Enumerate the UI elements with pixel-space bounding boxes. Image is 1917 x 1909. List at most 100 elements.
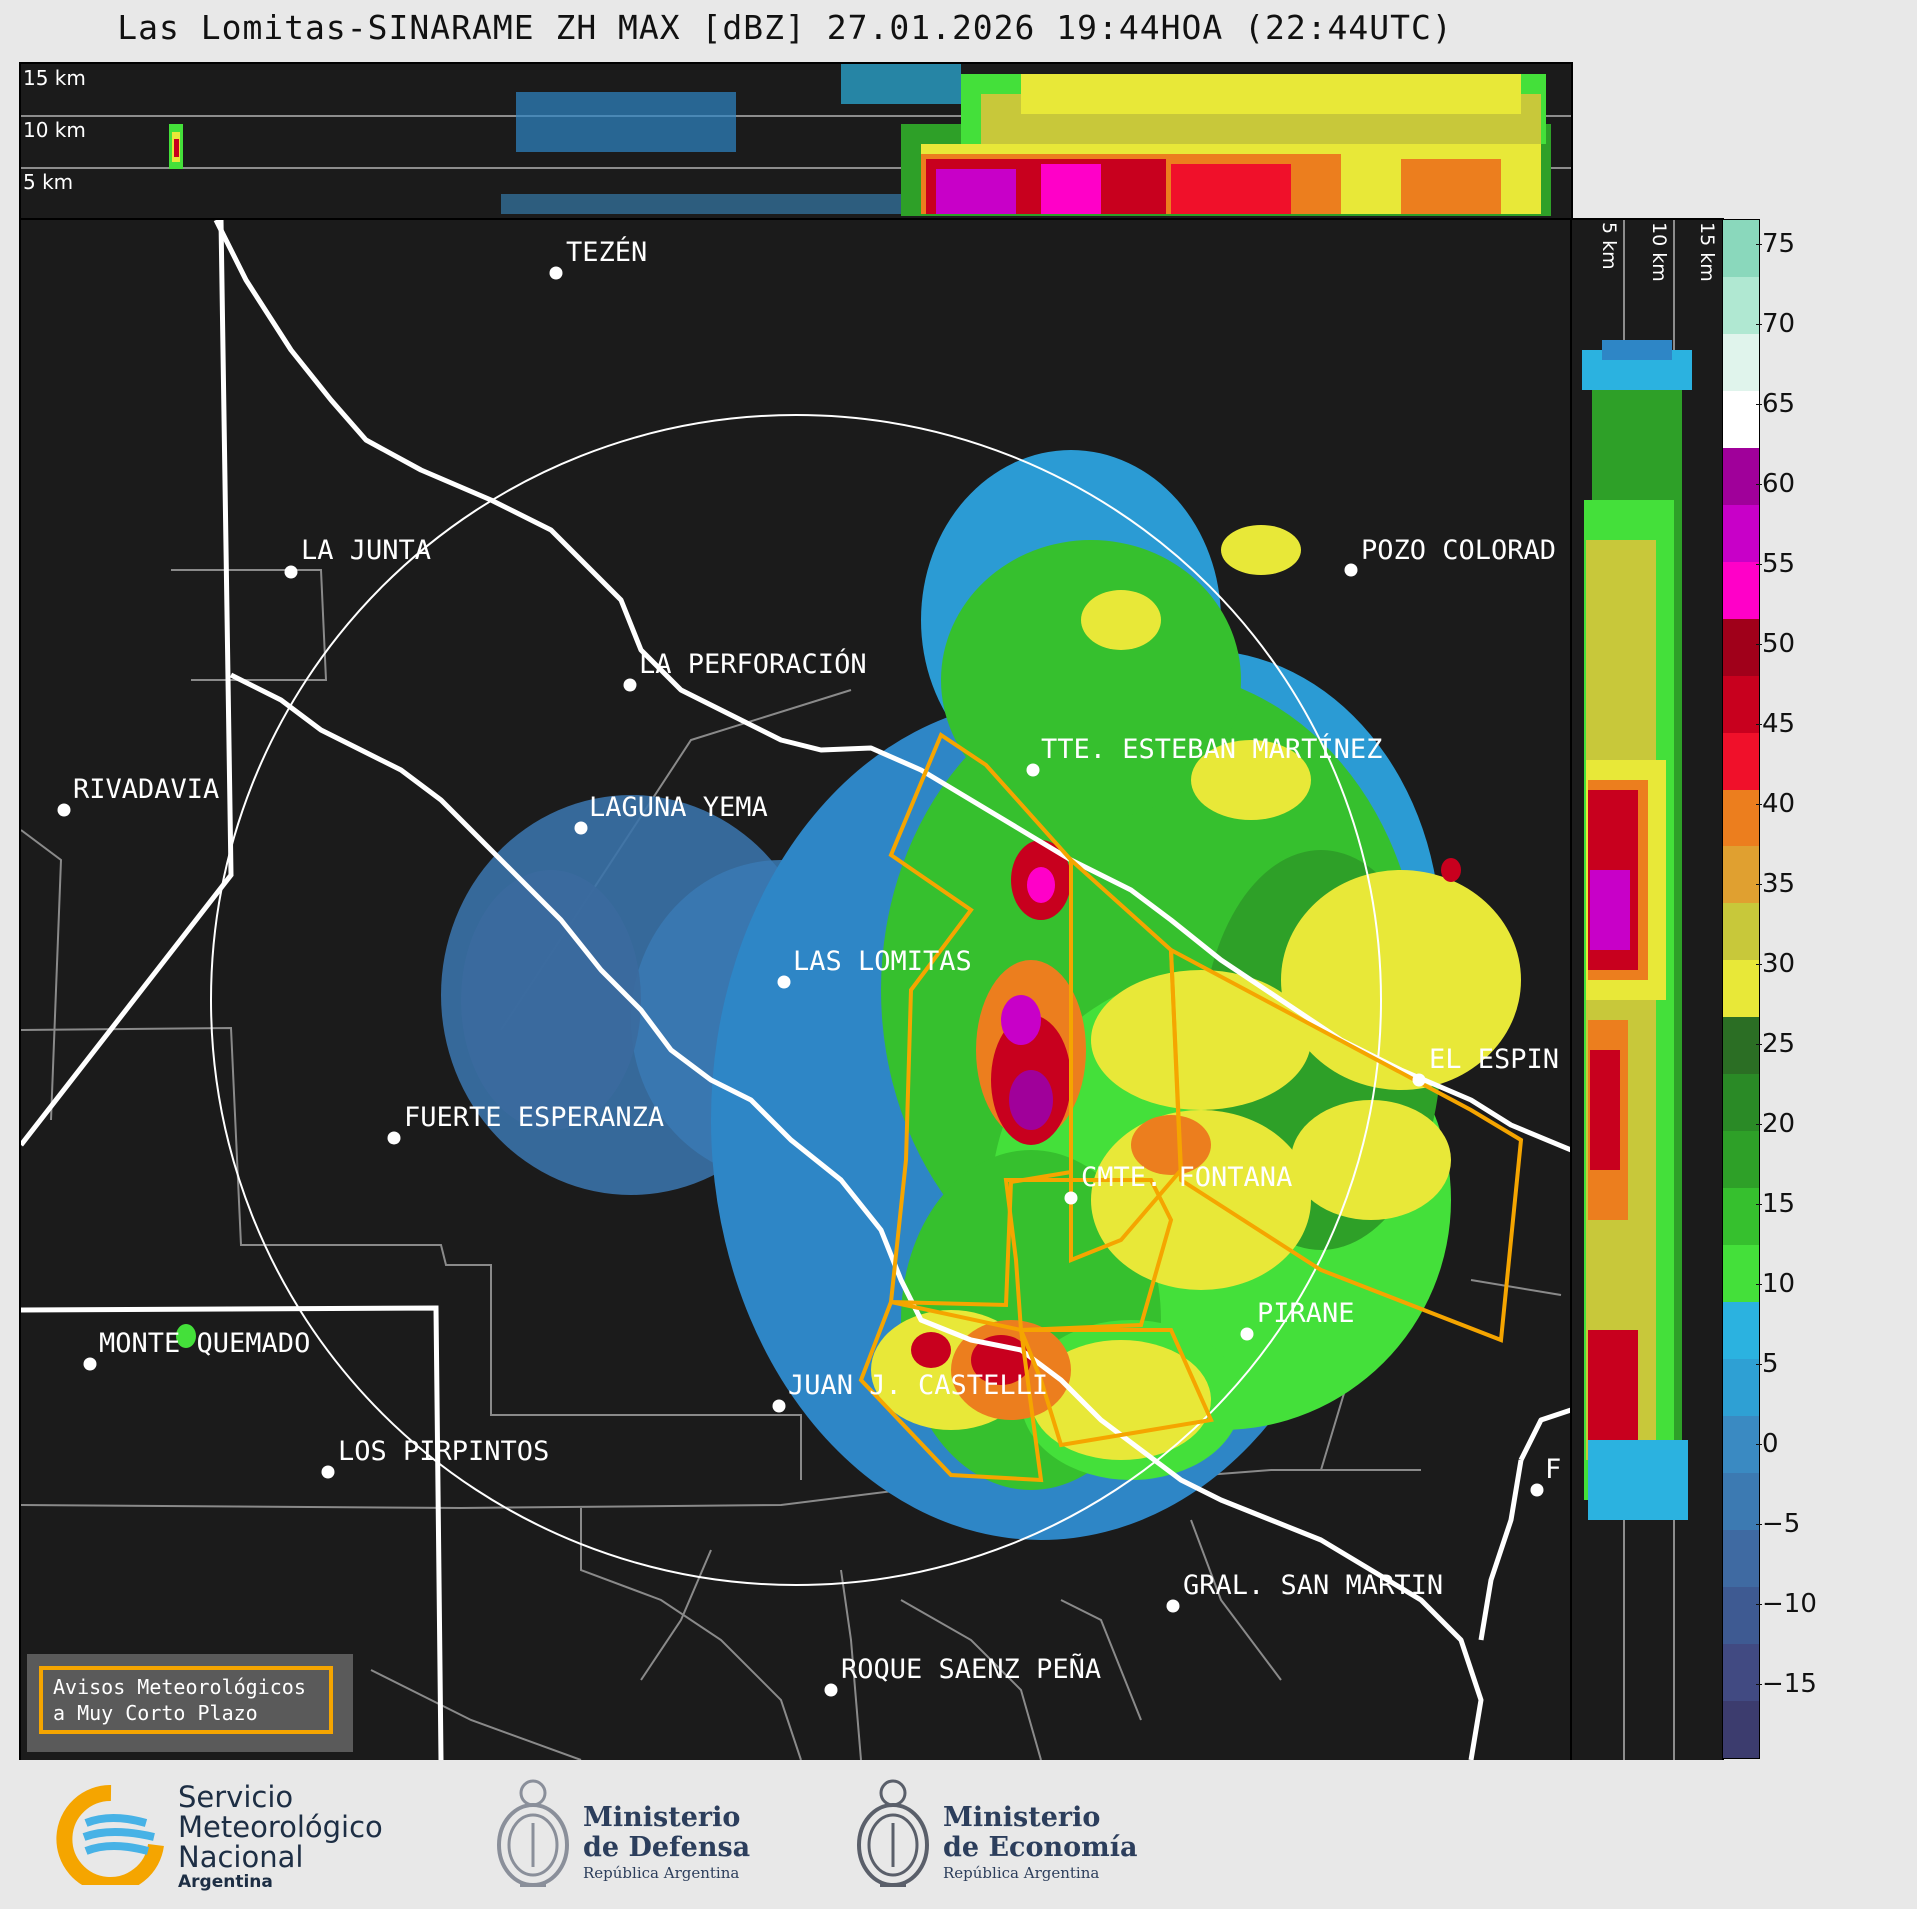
- radar-map[interactable]: TEZÉN LA JUNTA POZO COLORAD LA PERFORACI…: [19, 218, 1573, 1762]
- colorbar-tick-label: −10: [1756, 1589, 1817, 1619]
- colorbar-segment: [1723, 1529, 1759, 1587]
- defensa-line3: República Argentina: [583, 1864, 740, 1882]
- place-dot-f: [1530, 1483, 1544, 1497]
- colorbar-tick-label: −15: [1756, 1669, 1817, 1699]
- colorbar-tick-label: 45: [1755, 709, 1796, 739]
- colorbar-tick-label: 55: [1755, 549, 1796, 579]
- place-dot-fuerte-esperanza: [387, 1131, 401, 1145]
- place-label-juan-j-castelli: JUAN J. CASTELLI: [788, 1369, 1049, 1401]
- colorbar-segment: [1723, 903, 1759, 961]
- place-dot-la-junta: [284, 565, 298, 579]
- top-alt-label-10: 10 km: [23, 118, 86, 142]
- smn-logo-text: Servicio Meteorológico Nacional Argentin…: [178, 1782, 383, 1892]
- colorbar-segment: [1723, 1700, 1759, 1758]
- side-profile-panel: 5 km 10 km 15 km: [1570, 218, 1724, 1762]
- place-dot-pozo-colorado: [1344, 563, 1358, 577]
- warning-legend-line2: a Muy Corto Plazo: [53, 1701, 258, 1725]
- colorbar-segment: [1723, 1643, 1759, 1701]
- colorbar-tick-label: 30: [1755, 949, 1796, 979]
- place-label-cmte-fontana: CMTE. FONTANA: [1081, 1161, 1293, 1193]
- colorbar-segment: [1723, 675, 1759, 733]
- colorbar-tick-label: 25: [1755, 1029, 1796, 1059]
- place-label-la-perforacion: LA PERFORACIÓN: [639, 648, 867, 680]
- place-label-la-junta: LA JUNTA: [301, 534, 432, 566]
- top-profile-panel: 15 km 10 km 5 km: [19, 62, 1573, 220]
- colorbar-tick-label: 35: [1755, 869, 1796, 899]
- colorbar-tick-label: 40: [1755, 789, 1796, 819]
- place-dot-gral-san-martin: [1166, 1599, 1180, 1613]
- economia-seal-icon: [857, 1779, 929, 1887]
- smn-line1: Servicio: [178, 1780, 294, 1814]
- chart-title: Las Lomitas-SINARAME ZH MAX [dBZ] 27.01.…: [117, 8, 1453, 47]
- colorbar-segment: [1723, 846, 1759, 904]
- side-alt-label-10: 10 km: [1648, 222, 1670, 282]
- colorbar-segment: [1723, 960, 1759, 1018]
- side-alt-label-5: 5 km: [1598, 222, 1620, 270]
- place-label-laguna-yema: LAGUNA YEMA: [589, 791, 768, 823]
- place-dot-la-perforacion: [623, 678, 637, 692]
- warning-legend-line1: Avisos Meteorológicos: [53, 1675, 306, 1699]
- colorbar-segment: [1723, 1131, 1759, 1189]
- colorbar-tick-label: 75: [1755, 229, 1796, 259]
- colorbar-segment: [1723, 1586, 1759, 1644]
- place-dot-monte-quemado: [83, 1357, 97, 1371]
- economia-line2: de Economía: [943, 1832, 1138, 1863]
- place-label-rivadavia: RIVADAVIA: [73, 773, 220, 805]
- colorbar-segment: [1723, 447, 1759, 505]
- place-dot-los-pirpintos: [321, 1465, 335, 1479]
- economia-line3: República Argentina: [943, 1864, 1100, 1882]
- strong-echo-area: [871, 525, 1521, 1460]
- place-dot-cmte-fontana: [1064, 1191, 1078, 1205]
- defensa-line2: de Defensa: [583, 1832, 751, 1863]
- economia-logo-text: Ministerio de Economía República Argenti…: [943, 1803, 1137, 1883]
- defensa-seal-icon: [497, 1779, 569, 1887]
- colorbar-segment: [1723, 1188, 1759, 1246]
- side-profile-echoes: [1582, 220, 1692, 1760]
- colorbar-segment: [1723, 333, 1759, 391]
- colorbar-tick-label: 20: [1755, 1109, 1796, 1139]
- side-alt-label-15: 15 km: [1696, 222, 1718, 282]
- place-label-pozo-colorado: POZO COLORAD: [1361, 534, 1557, 566]
- colorbar-segment: [1723, 1359, 1759, 1417]
- colorbar-tick-label: 5: [1756, 1349, 1779, 1379]
- colorbar-tick-label: 70: [1755, 309, 1796, 339]
- colorbar-segment: [1723, 618, 1759, 676]
- place-label-fuerte-esperanza: FUERTE ESPERANZA: [404, 1101, 665, 1133]
- place-label-tezen: TEZÉN: [566, 236, 648, 268]
- place-dot-pirane: [1240, 1327, 1254, 1341]
- colorbar-segment: [1723, 789, 1759, 847]
- economia-line1: Ministerio: [943, 1802, 1101, 1833]
- place-dot-el-espinillo: [1412, 1073, 1426, 1087]
- smn-logo: [56, 1785, 164, 1885]
- warning-legend: Avisos Meteorológicos a Muy Corto Plazo: [27, 1654, 353, 1752]
- colorbar-segment: [1723, 1074, 1759, 1132]
- colorbar-segment: [1723, 220, 1759, 277]
- colorbar-segment: [1723, 1416, 1759, 1473]
- colorbar-segment: [1723, 1302, 1759, 1360]
- smn-line4: Argentina: [178, 1872, 273, 1892]
- severe-echo-cores: [176, 840, 1461, 1420]
- colorbar-segment: [1723, 561, 1759, 619]
- colorbar-tick-label: 0: [1756, 1429, 1779, 1459]
- smn-line2: Meteorológico: [178, 1810, 383, 1844]
- rivers: [213, 220, 1571, 1760]
- place-label-el-espinillo: EL ESPIN: [1429, 1043, 1560, 1075]
- place-dot-tezen: [549, 266, 563, 280]
- defensa-logo-text: Ministerio de Defensa República Argentin…: [583, 1803, 750, 1883]
- place-dot-roque-saenz-pena: [824, 1683, 838, 1697]
- place-label-gral-san-martin: GRAL. SAN MARTIN: [1183, 1569, 1444, 1601]
- place-dot-tte-esteban-martinez: [1026, 763, 1040, 777]
- colorbar-segment: [1723, 390, 1759, 448]
- warning-legend-frame: Avisos Meteorológicos a Muy Corto Plazo: [39, 1666, 333, 1734]
- colorbar-segment: [1723, 732, 1759, 790]
- top-alt-label-5: 5 km: [23, 170, 74, 194]
- colorbar-segment: [1723, 504, 1759, 562]
- colorbar-tick-label: 10: [1755, 1269, 1796, 1299]
- smn-line3: Nacional: [178, 1840, 304, 1874]
- defensa-line1: Ministerio: [583, 1802, 741, 1833]
- colorbar-segment: [1723, 1472, 1759, 1530]
- colorbar-tick-label: 60: [1755, 469, 1796, 499]
- range-ring: [210, 414, 1382, 1586]
- place-dot-laguna-yema: [574, 821, 588, 835]
- place-dot-las-lomitas: [777, 975, 791, 989]
